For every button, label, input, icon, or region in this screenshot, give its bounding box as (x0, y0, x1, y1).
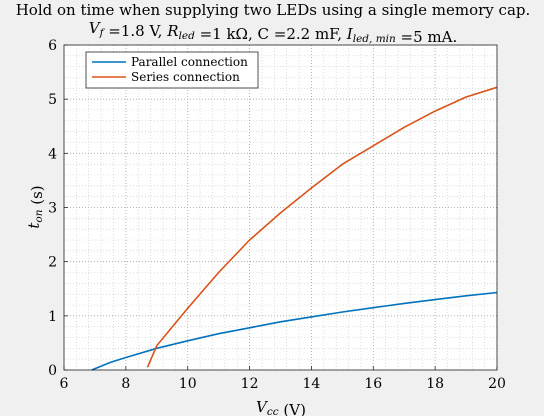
chart-title-line-2: Vf =1.8 V, Rled =1 kΩ, C =2.2 mF, Iled, … (89, 19, 458, 46)
series-line-2 (146, 86, 498, 368)
y-tick-label: 0 (48, 363, 57, 379)
x-tick-label: 14 (303, 376, 321, 392)
y-axis-label: ton (s) (25, 185, 46, 228)
series-line-1 (91, 291, 498, 371)
x-tick-label: 16 (364, 376, 382, 392)
chart-title-line-1: Hold on time when supplying two LEDs usi… (16, 1, 531, 19)
x-tick-label: 12 (241, 376, 259, 392)
y-tick-label: 6 (48, 38, 57, 54)
legend-label-1: Parallel connection (131, 55, 248, 69)
y-tick-label: 4 (48, 146, 57, 162)
y-tick-label: 3 (48, 201, 57, 217)
x-tick-label: 8 (121, 376, 130, 392)
legend-label-2: Series connection (131, 70, 240, 84)
y-tick-label: 5 (48, 92, 57, 108)
x-tick-label: 6 (60, 376, 69, 392)
x-tick-label: 18 (426, 376, 444, 392)
x-tick-label: 20 (488, 376, 506, 392)
legend-box (85, 51, 259, 89)
x-tick-label: 10 (179, 376, 197, 392)
y-tick-label: 1 (48, 309, 57, 325)
y-tick-label: 2 (48, 255, 57, 271)
x-axis-label: Vcc (V) (256, 398, 306, 416)
